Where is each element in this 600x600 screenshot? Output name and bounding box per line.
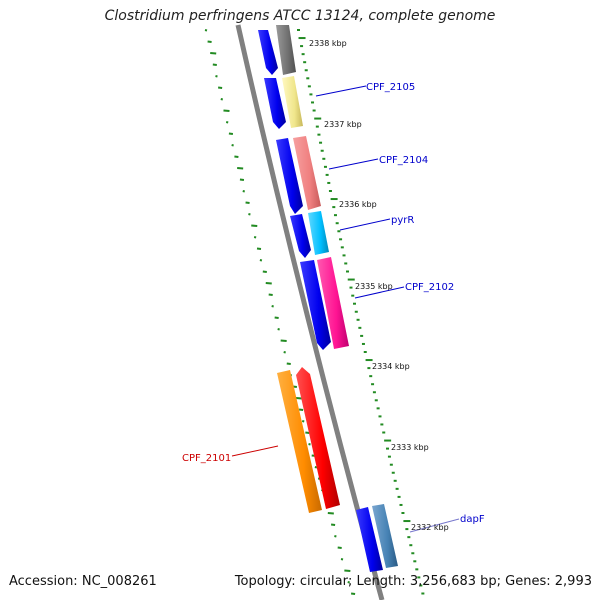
- cds-forward-track: [258, 30, 383, 572]
- leader-line: [339, 218, 391, 231]
- cds-feature: [264, 78, 286, 129]
- gene-label-cpf-2101: CPF_2101: [182, 453, 231, 464]
- leader-line: [328, 158, 379, 170]
- accession-value: NC_008261: [81, 574, 157, 589]
- gc-tick: [223, 109, 230, 112]
- gene-feature-cpf-2104: [293, 136, 321, 210]
- gc-tick: [344, 569, 351, 572]
- gene-feature-cpf-2102: [317, 257, 349, 349]
- gc-tick: [239, 178, 245, 181]
- gc-tick: [350, 592, 356, 595]
- length-label: Length:: [356, 574, 406, 589]
- gene-label-cpf-2105: CPF_2105: [366, 82, 415, 93]
- gc-tick: [204, 29, 208, 32]
- genes-label: Genes:: [505, 574, 551, 589]
- gc-tick: [327, 512, 334, 515]
- gc-tick: [262, 270, 267, 273]
- gc-tick: [347, 581, 350, 584]
- scale-label: 2332 kbp: [411, 523, 449, 532]
- map-title: Clostridium perfringens ATCC 13124, comp…: [104, 8, 496, 24]
- accession-footer: Accession: NC_008261: [9, 574, 157, 589]
- gc-tick: [301, 420, 305, 423]
- gc-tick: [210, 52, 217, 55]
- topology-label: Topology:: [234, 574, 296, 589]
- gc-tick: [314, 466, 318, 469]
- gc-tick: [274, 316, 279, 319]
- cds-feature: [276, 138, 303, 214]
- gc-tick: [295, 397, 303, 400]
- gc-tick: [330, 523, 336, 526]
- scale-label: 2336 kbp: [339, 200, 377, 209]
- gc-tick: [337, 546, 342, 549]
- gc-content-track: [204, 29, 356, 595]
- leader-line: [354, 286, 405, 299]
- genes-value: 2,993: [554, 574, 592, 589]
- scale-track: [297, 29, 425, 595]
- gene-label-cpf-2102: CPF_2102: [405, 282, 454, 293]
- gc-tick: [259, 259, 263, 262]
- gc-tick: [231, 144, 234, 147]
- gene-feature-dapf: [372, 504, 398, 568]
- gc-tick: [251, 224, 258, 227]
- leader-line: [409, 518, 460, 533]
- gene-feature-pyrr: [308, 211, 329, 255]
- gc-tick: [256, 247, 262, 250]
- gc-tick: [277, 328, 280, 331]
- gc-tick: [280, 339, 287, 342]
- gc-tick: [215, 75, 218, 78]
- gc-tick: [268, 293, 273, 296]
- gc-tick: [308, 443, 311, 446]
- gc-tick: [334, 535, 337, 538]
- gc-tick: [253, 236, 257, 239]
- gene-label-pyrr: pyrR: [391, 215, 414, 226]
- length-value: 3,256,683 bp: [409, 574, 497, 589]
- scale-label: 2335 kbp: [355, 282, 393, 291]
- gene-features: [276, 25, 398, 568]
- gc-tick: [225, 121, 229, 124]
- summary-footer: Topology: circular; Length: 3,256,683 bp…: [234, 574, 592, 589]
- accession-label: Accession:: [9, 574, 78, 589]
- gc-tick: [298, 408, 304, 411]
- leader-line: [231, 445, 279, 457]
- scale-label: 2337 kbp: [324, 120, 362, 129]
- gene-feature-cpf-2105: [282, 76, 303, 128]
- gc-tick: [265, 282, 272, 285]
- gc-tick: [245, 201, 250, 204]
- cds-feature: [258, 30, 278, 75]
- gene-label-dapf: dapF: [460, 514, 485, 525]
- gc-tick: [242, 190, 245, 193]
- gc-tick: [271, 305, 274, 308]
- scale-label: 2338 kbp: [309, 39, 347, 48]
- gc-tick: [220, 98, 224, 101]
- cds-feature: [290, 214, 311, 258]
- gc-tick: [248, 213, 251, 216]
- gc-tick: [237, 167, 244, 170]
- gene-label-cpf-2104: CPF_2104: [379, 155, 428, 166]
- scale-label: 2333 kbp: [391, 443, 429, 452]
- cds-feature: [300, 260, 331, 350]
- label-leaders: [231, 85, 460, 533]
- gc-tick: [217, 86, 223, 89]
- gc-tick: [340, 558, 344, 561]
- gc-tick: [228, 132, 234, 135]
- gc-tick: [207, 40, 212, 43]
- gc-tick: [234, 155, 239, 158]
- scale-label: 2334 kbp: [372, 362, 410, 371]
- gene-feature-cpf-2101: [277, 370, 322, 513]
- gc-tick: [283, 351, 286, 354]
- gc-tick: [212, 63, 217, 66]
- gc-tick: [286, 362, 291, 365]
- cds-feature: [356, 507, 383, 572]
- gene-feature-red: [296, 367, 340, 509]
- leader-line: [315, 85, 367, 97]
- gene-feature-gray: [276, 25, 296, 75]
- gc-tick: [305, 431, 310, 434]
- topology-value: circular: [299, 574, 348, 589]
